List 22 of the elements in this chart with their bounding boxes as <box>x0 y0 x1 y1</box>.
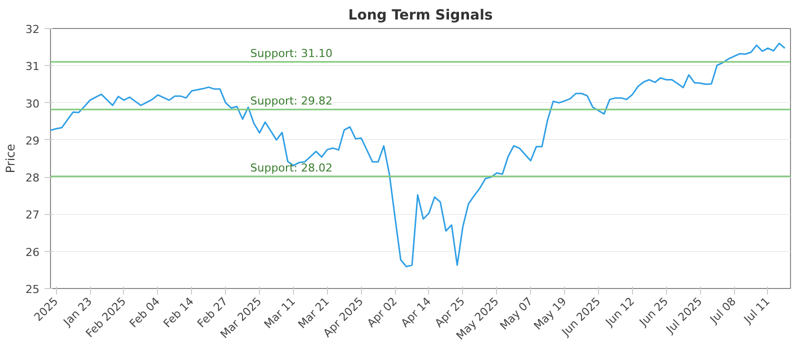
line-series <box>50 42 786 268</box>
y-tick-label: 31 <box>26 60 40 74</box>
y-tick-label: 27 <box>26 208 40 222</box>
x-tick-label: Apr 02 <box>364 294 400 330</box>
y-tick-label: 28 <box>26 172 40 185</box>
chart-title: Long Term Signals <box>348 8 493 24</box>
ref-line-label: Support: 29.82 <box>250 94 332 108</box>
x-tick-label: Feb 04 <box>127 294 162 330</box>
y-axis-title: Price <box>4 144 18 174</box>
y-tick-label: 30 <box>26 97 40 110</box>
ref-line-label: Support: 31.10 <box>250 46 332 60</box>
y-tick-label: 32 <box>26 23 40 36</box>
ref-line-label: Support: 28.02 <box>250 161 332 174</box>
x-tick-label: Jun 12 <box>602 294 637 330</box>
y-tick-label: 26 <box>26 246 40 259</box>
x-tick-label: Apr 14 <box>398 294 434 330</box>
x-tick-label: Jul 08 <box>706 294 739 327</box>
y-tick-label: 29 <box>26 134 40 148</box>
x-tick-label: Mar 11 <box>262 294 298 332</box>
y-tick-label: 25 <box>26 283 40 296</box>
x-tick-label: Feb 14 <box>160 294 196 330</box>
x-tick-label: Jul 11 <box>740 294 772 327</box>
